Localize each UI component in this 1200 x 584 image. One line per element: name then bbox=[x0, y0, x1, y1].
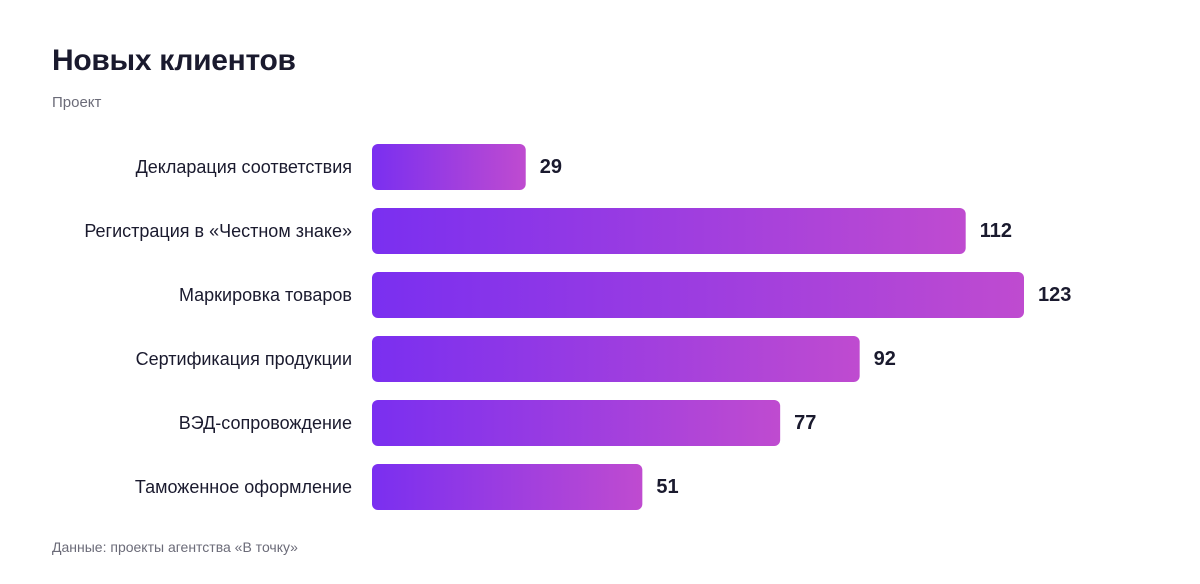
bar-row: Таможенное оформление 51 bbox=[135, 464, 679, 510]
bar bbox=[372, 336, 860, 382]
source-note: Данные: проекты агентства «В точку» bbox=[52, 539, 298, 555]
bar bbox=[372, 208, 966, 254]
bar-row: ВЭД-сопровождение 77 bbox=[179, 400, 816, 446]
category-label: Маркировка товаров bbox=[179, 285, 352, 305]
bars-layer: Декларация соответствия 29 Регистрация в «… bbox=[84, 144, 1071, 510]
bar-row: Регистрация в «Честном знаке» 112 bbox=[84, 208, 1012, 254]
category-label: Сертификация продукции bbox=[136, 349, 352, 369]
category-label: Регистрация в «Честном знаке» bbox=[84, 221, 352, 241]
bar bbox=[372, 144, 526, 190]
value-label: 77 bbox=[794, 412, 816, 434]
bar bbox=[372, 464, 643, 510]
value-label: 29 bbox=[540, 156, 562, 178]
value-label: 123 bbox=[1038, 284, 1071, 306]
value-label: 112 bbox=[980, 220, 1012, 242]
bar bbox=[372, 272, 1024, 318]
value-label: 51 bbox=[656, 476, 678, 498]
bar-row: Декларация соответствия 29 bbox=[136, 144, 562, 190]
bar bbox=[372, 400, 781, 446]
bar-row: Сертификация продукции 92 bbox=[136, 336, 896, 382]
chart-title: Новых клиентов bbox=[52, 44, 296, 77]
category-label: Декларация соответствия bbox=[136, 157, 352, 177]
chart-subtitle: Проект bbox=[52, 94, 102, 111]
value-label: 92 bbox=[874, 348, 896, 370]
category-label: ВЭД-сопровождение bbox=[179, 413, 352, 433]
category-label: Таможенное оформление bbox=[135, 477, 352, 497]
bar-row: Маркировка товаров 123 bbox=[179, 272, 1071, 318]
